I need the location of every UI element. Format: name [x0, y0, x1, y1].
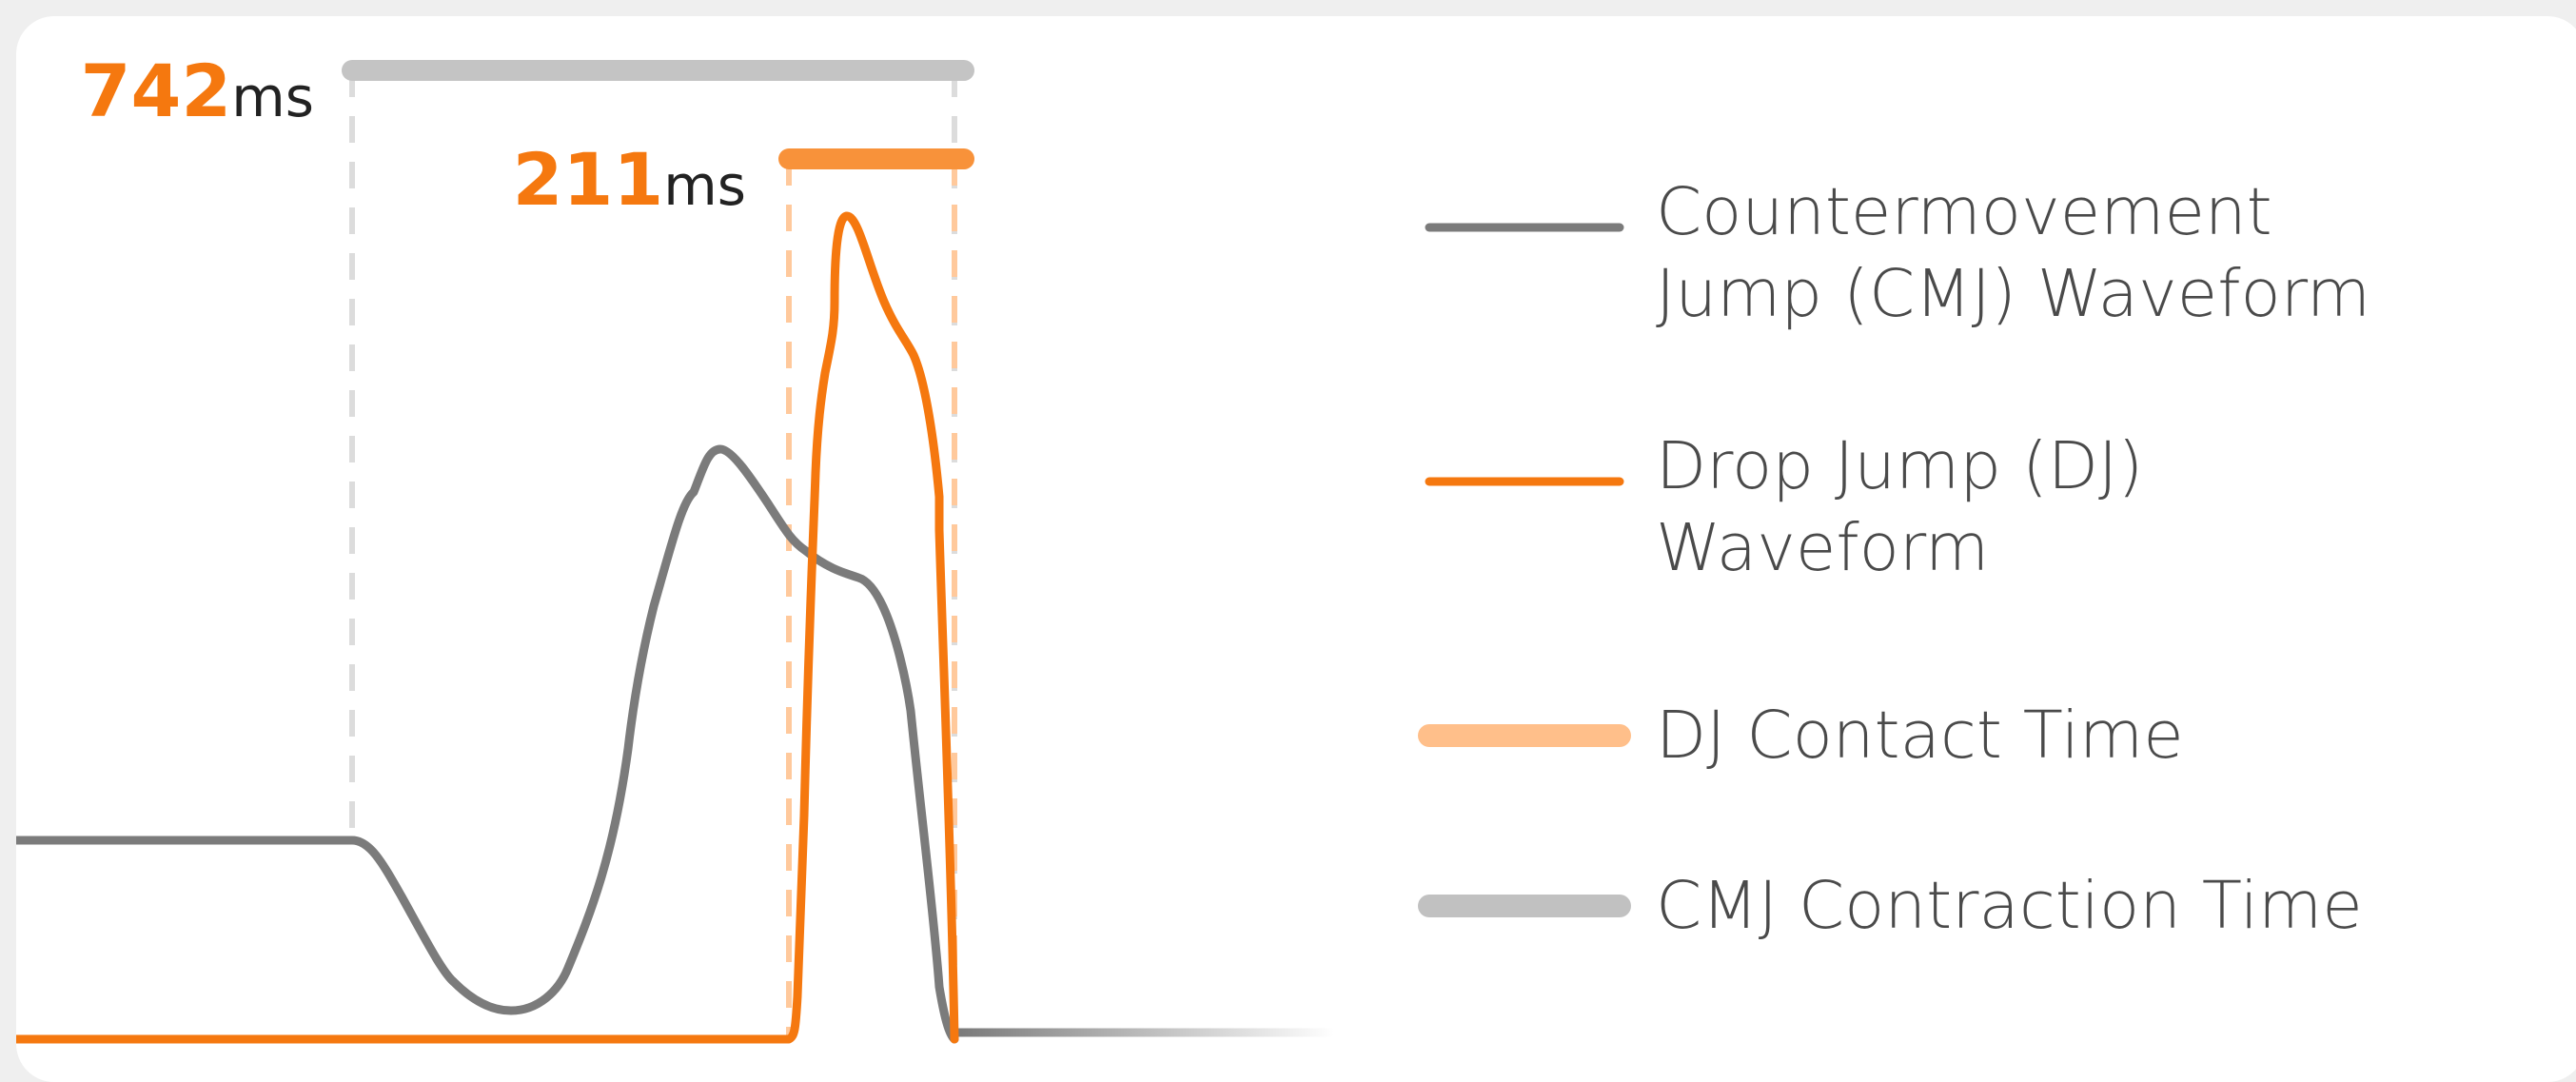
cmj-contraction-value: 742 — [81, 49, 232, 133]
diagram-card: 742ms 211ms Countermovement Jump (CMJ) W… — [16, 16, 2576, 1082]
legend-cmj-contraction-time-label: CMJ Contraction Time — [1656, 868, 2363, 944]
legend-dj-contact-time-label: DJ Contact Time — [1656, 698, 2184, 774]
legend-cmj-waveform-line2: Jump (CMJ) Waveform — [1656, 256, 2371, 332]
legend-dj-contact-time: DJ Contact Time — [1656, 695, 2184, 777]
dj-contact-value: 211 — [513, 137, 664, 222]
legend-dj-waveform-line2: Waveform — [1656, 510, 1990, 586]
dj-contact-value-label: 211ms — [513, 137, 746, 222]
legend-cmj-contraction-time: CMJ Contraction Time — [1656, 865, 2363, 947]
legend-cmj-waveform: Countermovement Jump (CMJ) Waveform — [1656, 171, 2370, 335]
cmj-contraction-unit: ms — [231, 65, 314, 129]
dj-waveform-line — [16, 211, 959, 1044]
dj-contact-unit: ms — [663, 153, 746, 218]
cmj-contraction-value-label: 742ms — [81, 49, 314, 133]
waveform-diagram: 742ms 211ms — [16, 49, 1631, 1044]
cmj-waveform-line — [16, 444, 959, 1044]
legend-dj-waveform: Drop Jump (DJ) Waveform — [1656, 425, 2143, 589]
legend-cmj-waveform-line1: Countermovement — [1656, 174, 2272, 250]
legend-dj-waveform-line1: Drop Jump (DJ) — [1656, 428, 2144, 504]
